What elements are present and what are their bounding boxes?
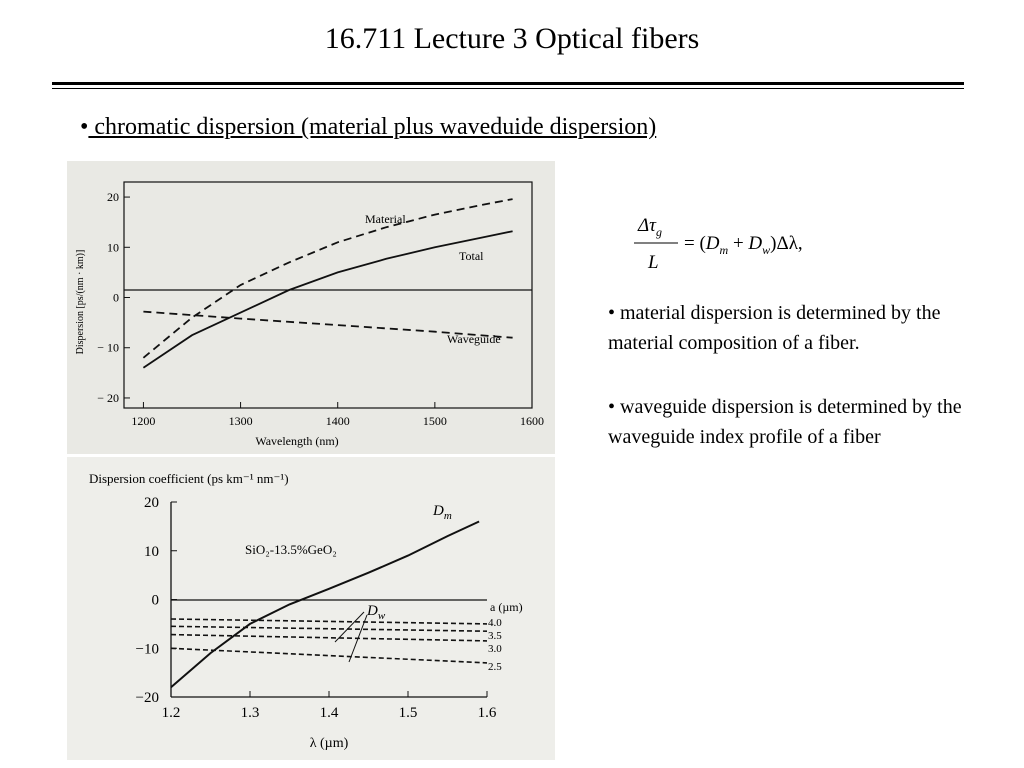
a-value-3.0: 3.0 <box>488 643 502 655</box>
y-axis-label: Dispersion [ps/(nm · km)] <box>75 250 86 355</box>
y-tick-label: 20 <box>144 495 159 511</box>
plot-frame <box>123 181 533 409</box>
section-heading-text: chromatic dispersion (material plus wave… <box>88 114 657 140</box>
y-tick-label: 0 <box>152 593 160 609</box>
series-line-4-0 <box>170 618 488 625</box>
y-tick-label: 10 <box>107 240 119 254</box>
y-tick-label: − 10 <box>97 341 119 355</box>
x-tick-label: 1.5 <box>399 705 418 721</box>
eq-numerator: Δτg <box>637 215 662 239</box>
title-rule-thick <box>52 82 964 85</box>
x-tick-label: 1.4 <box>320 705 339 721</box>
title-rule-thin <box>52 88 964 89</box>
x-tick-label: 1600 <box>520 414 544 428</box>
note-material-dispersion: • material dispersion is determined by t… <box>608 302 941 354</box>
series-line-Dm <box>170 520 480 689</box>
note-waveguide-dispersion: • waveguide dispersion is determined by … <box>608 396 962 448</box>
dw-pointer-1 <box>334 611 365 643</box>
y-tick-label: 10 <box>144 544 159 560</box>
total-label: Total <box>459 249 484 263</box>
series-line-material <box>142 198 513 359</box>
dw-pointer-2 <box>348 614 368 663</box>
a-value-3.5: 3.5 <box>488 630 502 642</box>
y-tick-label: −10 <box>136 641 159 657</box>
x-tick-label: 1400 <box>326 414 350 428</box>
dispersion-figure-top: 1200 1300 1400 1500 1600 20 10 0 − 10 − 20 Mater… <box>67 161 555 454</box>
series-line-2-5 <box>170 647 488 664</box>
x-tick-label: 1200 <box>131 414 155 428</box>
eq-denominator: L <box>647 252 659 273</box>
x-tick-label: 1.2 <box>162 705 181 721</box>
x-tick-label: 1.6 <box>478 705 497 721</box>
series-line-waveguide <box>143 310 513 339</box>
material-label: Material <box>365 212 406 226</box>
dw-label: Dw <box>366 603 386 622</box>
waveguide-label: Waveguide <box>447 332 501 346</box>
y-tick-label: 20 <box>107 190 119 204</box>
dm-label: Dm <box>432 503 452 522</box>
a-header-label: a (µm) <box>490 600 523 614</box>
x-axis-label: Wavelength (nm) <box>255 434 338 448</box>
eq-rhs: = (Dm + Dw)Δλ, <box>684 233 803 257</box>
y-tick-label: − 20 <box>97 391 119 405</box>
series-line-3-0 <box>170 633 488 642</box>
y-tick-label: −20 <box>136 690 159 706</box>
a-value-2.5: 2.5 <box>488 661 502 673</box>
series-line-total <box>142 230 513 369</box>
x-tick-label: 1.3 <box>241 705 260 721</box>
y-axis-label: Dispersion coefficient (ps km⁻¹ nm⁻¹) <box>89 471 289 486</box>
dispersion-equation: Δτg L = (Dm + Dw)Δλ, <box>618 205 878 280</box>
x-tick-label: 1500 <box>423 414 447 428</box>
series-line-3-5 <box>170 625 488 632</box>
x-axis-label: λ (µm) <box>310 736 349 751</box>
a-value-4.0: 4.0 <box>488 617 502 629</box>
bullet-symbol: • <box>80 114 89 140</box>
section-heading: • chromatic dispersion (material plus wa… <box>80 114 656 141</box>
x-tick-label: 1300 <box>229 414 253 428</box>
dispersion-figure-bottom: Dispersion coefficient (ps km⁻¹ nm⁻¹) 1.… <box>67 457 555 760</box>
slide-title: 16.711 Lecture 3 Optical fibers <box>324 22 700 55</box>
material-composition-label: SiO₂-13.5%GeO₂ <box>245 542 337 557</box>
y-tick-label: 0 <box>113 291 119 305</box>
